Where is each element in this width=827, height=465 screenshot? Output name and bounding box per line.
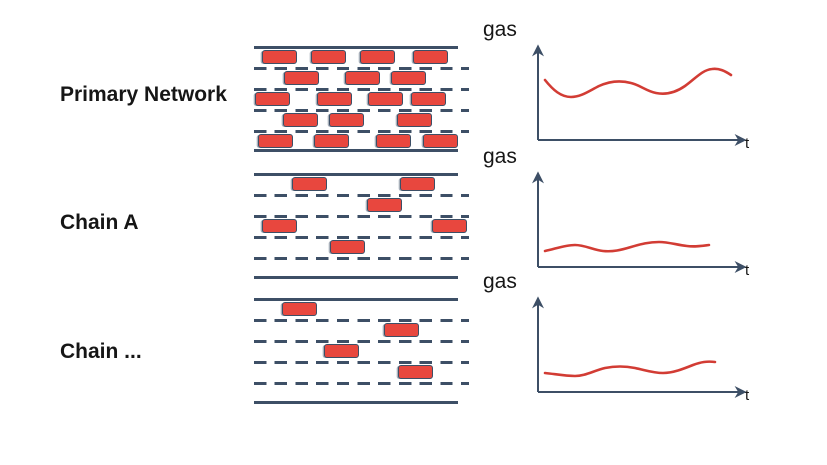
svg-text:t: t [745,387,750,404]
